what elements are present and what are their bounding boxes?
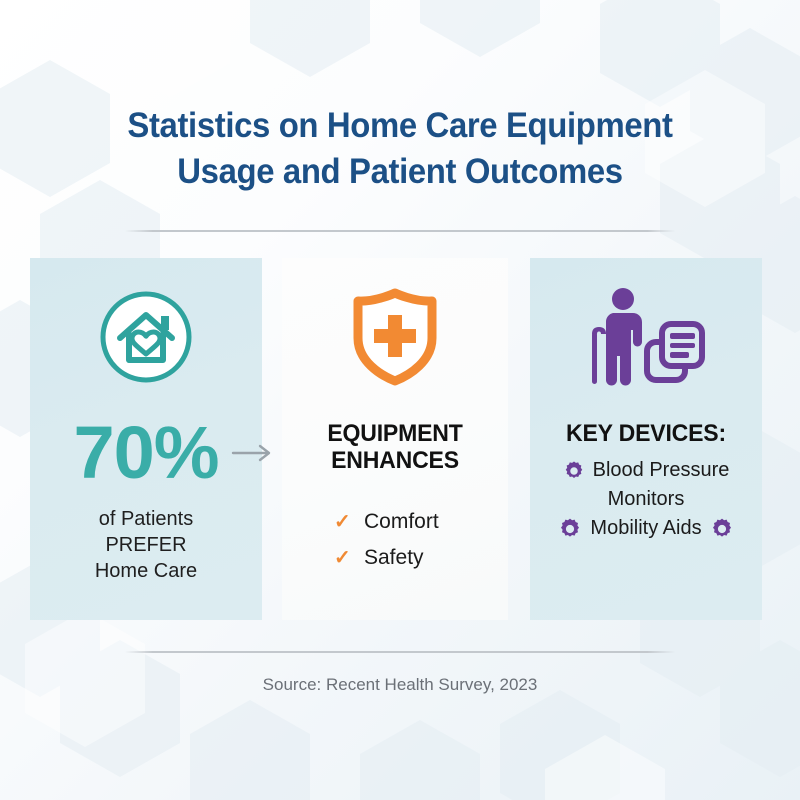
- list-item: Monitors: [512, 485, 780, 514]
- title-line-2: Usage and Patient Outcomes: [177, 152, 623, 191]
- panels-row: [0, 258, 800, 620]
- benefits-list: ✓ Comfort ✓ Safety: [282, 504, 508, 576]
- list-item: ✓ Comfort: [282, 504, 508, 540]
- check-icon: ✓: [334, 547, 351, 569]
- benefits-heading: EQUIPMENT ENHANCES: [287, 420, 504, 474]
- devices-heading: KEY DEVICES:: [566, 420, 726, 447]
- statistic-caption-line-1: of Patients: [98, 508, 194, 530]
- list-item: ✓ Safety: [282, 540, 508, 576]
- statistic-caption-line-3: Home Care: [94, 560, 198, 582]
- shield-medical-cross-icon: [282, 286, 508, 388]
- gear-icon: [710, 517, 734, 541]
- statistic-value: 70%: [73, 411, 219, 494]
- divider-bottom: [125, 651, 675, 653]
- home-heart-icon: [30, 286, 262, 388]
- benefit-label: Comfort: [364, 510, 439, 533]
- elderly-person-with-cane-and-monitor-icon: [530, 282, 762, 390]
- page-title: Statistics on Home Care Equipment Usage …: [0, 103, 800, 195]
- divider-top: [125, 230, 675, 232]
- device-label: Monitors: [607, 488, 685, 510]
- list-item: Mobility Aids: [512, 514, 780, 543]
- panel-devices: [530, 258, 762, 620]
- check-icon: ✓: [334, 511, 351, 533]
- panel-benefits: [282, 258, 508, 620]
- device-label: Mobility Aids: [590, 517, 702, 539]
- devices-list: Blood Pressure Monitors Mobility Aids: [512, 456, 780, 543]
- statistic-caption: of Patients PREFER Home Care: [30, 506, 262, 584]
- source-caption: Source: Recent Health Survey, 2023: [262, 675, 538, 694]
- benefits-heading-line-2: ENHANCES: [331, 447, 459, 474]
- device-label: Blood Pressure: [592, 459, 730, 481]
- list-item: Blood Pressure: [512, 456, 780, 485]
- panel-statistic: [30, 258, 262, 620]
- statistic-caption-line-2: PREFER: [105, 534, 187, 556]
- title-line-1: Statistics on Home Care Equipment: [127, 106, 673, 145]
- benefits-heading-line-1: EQUIPMENT: [327, 420, 463, 447]
- benefit-label: Safety: [364, 546, 424, 569]
- arrow-right-icon: [231, 440, 277, 466]
- gear-icon: [563, 460, 585, 482]
- gear-icon: [558, 517, 582, 541]
